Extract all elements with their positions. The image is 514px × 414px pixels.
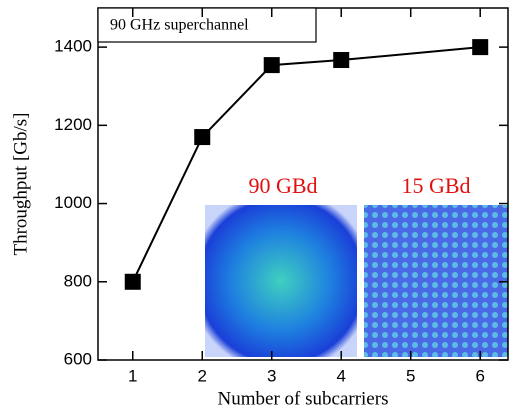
x-tick-label: 5	[406, 366, 415, 385]
constellation-image	[205, 205, 357, 357]
marker	[333, 52, 349, 68]
marker	[264, 57, 280, 73]
y-tick-label: 800	[64, 271, 92, 290]
x-tick-label: 3	[267, 366, 276, 385]
annotation: 90 GBd	[248, 173, 317, 198]
marker	[194, 129, 210, 145]
x-axis-label: Number of subcarriers	[218, 388, 389, 409]
marker	[125, 274, 141, 290]
x-tick-label: 6	[475, 366, 484, 385]
constellation-image	[364, 205, 508, 357]
chart: 90 GHz superchannel 90 GBd 15 GBd Number…	[0, 0, 514, 414]
y-tick-label: 1200	[54, 115, 92, 134]
marker	[472, 39, 488, 55]
y-tick-label: 1400	[54, 37, 92, 56]
annotation: 90 GHz superchannel	[110, 17, 249, 34]
annotation: 15 GBd	[401, 173, 470, 198]
x-tick-label: 4	[336, 366, 345, 385]
y-tick-label: 600	[64, 349, 92, 368]
y-tick-label: 1000	[54, 193, 92, 212]
x-tick-label: 1	[128, 366, 137, 385]
x-tick-label: 2	[198, 366, 207, 385]
y-axis-label: Throughput [Gb/s]	[10, 112, 31, 255]
